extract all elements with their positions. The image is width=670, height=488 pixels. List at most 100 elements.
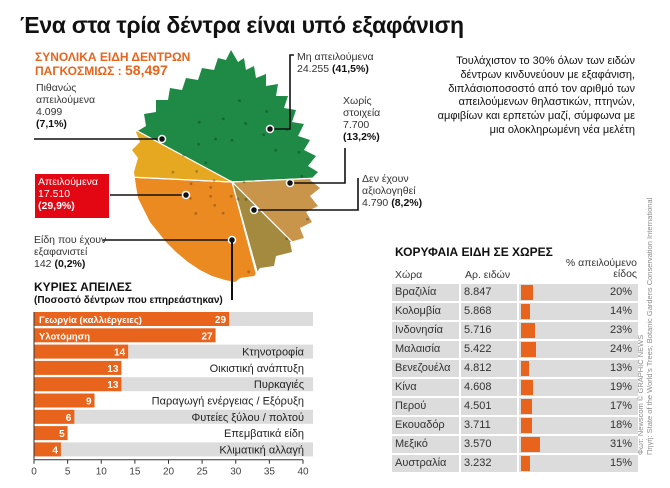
bar-value-label: 4	[52, 445, 58, 456]
leaf-spot	[280, 262, 284, 266]
table-row: Μεξικό 3.570 31%	[392, 436, 638, 453]
leaf-spot	[310, 244, 314, 247]
threat-bar	[34, 328, 216, 343]
country-name: Ινδονησία	[392, 322, 459, 339]
country-name: Περού	[392, 398, 459, 415]
leader-no-data	[290, 148, 346, 184]
species-count: 3.570	[461, 436, 517, 453]
leaf-spot	[236, 197, 240, 201]
intro-text: Τουλάχιστον το 30% όλων των ειδών δέντρω…	[437, 55, 635, 136]
leaf-spot	[197, 142, 200, 146]
species-count: 5.422	[461, 341, 517, 358]
label-not-evaluated: Δεν έχουν αξιολογηθεί 4.790 (8,2%)	[362, 173, 422, 209]
threatened-pct-value: 13%	[609, 362, 632, 374]
threatened-pct-value: 17%	[609, 400, 632, 412]
bar-track	[34, 409, 313, 424]
threatened-pct-cell: 23%	[519, 322, 638, 339]
bar-category-label: Πυρκαγιές	[254, 379, 304, 391]
threat-bar	[34, 442, 61, 457]
x-tick-label: 25	[197, 467, 209, 475]
leaf-spot	[305, 217, 309, 221]
leaf-spot	[332, 216, 335, 219]
species-count: 4.501	[461, 398, 517, 415]
leaf-spot	[204, 161, 208, 165]
bar-value-label: 9	[86, 397, 92, 408]
label-pct: (41,5%)	[332, 63, 369, 75]
leaf-spot	[158, 255, 162, 259]
x-tick-label: 40	[297, 467, 309, 475]
threatened-pct-value: 19%	[609, 381, 632, 393]
pie-slice	[132, 50, 320, 183]
table-row: Κίνα 4.608 19%	[392, 379, 638, 396]
label-not-threatened: Μη απειλούμενα 24.255 (41,5%)	[297, 51, 374, 75]
threats-title: ΚΥΡΙΕΣ ΑΠΕΙΛΕΣ	[34, 280, 132, 294]
label-no-data: Χωρίς στοιχεία 7.700 (13,2%)	[343, 95, 380, 143]
bar-category-label: Κλιματική αλλαγή	[219, 444, 304, 456]
bar-category-label: Φυτείες ξύλου / πολτού	[192, 412, 305, 424]
label-count: 4.790	[362, 197, 389, 209]
total-species-label: ΣΥΝΟΛΙΚΑ ΕΙΔΗ ΔΕΝΤΡΩΝ ΠΑΓΚΟΣΜΙΩΣ : 58,49…	[35, 51, 190, 78]
countries-table: Βραζιλία 8.847 20% Κολομβία 5.868 14% Ινδονησί…	[392, 284, 638, 474]
label-pct: (13,2%)	[343, 131, 380, 143]
threatened-pct-cell: 24%	[519, 341, 638, 358]
country-name: Μαλαισία	[392, 341, 459, 358]
label-name: Πιθανώς	[36, 82, 77, 94]
threatened-pct-value: 23%	[609, 324, 632, 336]
column-header-species: Αρ. ειδών	[465, 269, 511, 281]
credits-photo: Φωτ: Newscom © GRAPHIC NEWS	[636, 334, 645, 455]
country-name: Βραζιλία	[392, 284, 459, 301]
threat-bar	[34, 393, 95, 408]
country-name: Κίνα	[392, 379, 459, 396]
country-name: Κολομβία	[392, 303, 459, 320]
bar-category-label: Γεωργία (καλλιέργειες)	[39, 315, 142, 326]
bar-category-label: Κτηνοτροφία	[242, 347, 305, 359]
leaf-spot	[238, 99, 241, 103]
threats-bar-chart: 29 Γεωργία (καλλιέργειες) 27 Υλοτόμηση 14 Κτη…	[31, 312, 313, 475]
threatened-pct-bar	[521, 399, 532, 414]
bar-category-label: Παραγωγή ενέργειας / Εξόρυξη	[152, 396, 304, 408]
bar-category-label: Οικιστική ανάπτυξη	[210, 363, 304, 375]
species-count: 5.716	[461, 322, 517, 339]
threatened-pct-bar	[521, 323, 536, 338]
threatened-pct-bar	[521, 456, 531, 471]
label-name: Μη απειλούμενα	[297, 51, 374, 63]
threatened-pct-bar	[521, 380, 533, 395]
table-row: Βραζιλία 8.847 20%	[392, 284, 638, 301]
x-tick-label: 10	[96, 467, 108, 475]
threatened-pct-value: 18%	[609, 419, 632, 431]
column-header-threatened-pct: % απειλούμενο είδος	[525, 258, 637, 280]
threat-bar	[34, 312, 230, 326]
threatened-pct-bar	[521, 361, 530, 376]
threatened-pct-cell: 17%	[519, 398, 638, 415]
threat-bar	[34, 360, 122, 375]
threat-bar	[34, 409, 75, 424]
country-name: Εκουαδόρ	[392, 417, 459, 434]
leaf-spot	[312, 131, 316, 134]
leaf-spot	[321, 161, 324, 164]
threatened-pct-value: 15%	[609, 457, 632, 469]
label-threatened: Απειλούμενα 17.510 (29,9%)	[35, 174, 109, 218]
page-title: Ένα στα τρία δέντρα είναι υπό εξαφάνιση	[20, 12, 464, 38]
leaf-spot	[209, 194, 213, 198]
leaf-spot	[209, 186, 213, 189]
label-pct: (0,2%)	[54, 258, 86, 270]
leaf-spot	[221, 117, 225, 121]
table-row: Ινδονησία 5.716 23%	[392, 322, 638, 339]
bar-value-label: 29	[215, 315, 227, 326]
table-row: Μαλαισία 5.422 24%	[392, 341, 638, 358]
leaf-spot	[297, 150, 301, 154]
table-row: Βενεζουέλα 4.812 13%	[392, 360, 638, 377]
total-label-line1: ΣΥΝΟΛΙΚΑ ΕΙΔΗ ΔΕΝΤΡΩΝ	[35, 50, 191, 64]
marker-not-evaluated	[249, 205, 259, 215]
label-name-2: αξιολογηθεί	[362, 185, 416, 197]
label-count: 7.700	[343, 119, 370, 131]
species-count: 3.711	[461, 417, 517, 434]
marker-possibly	[157, 134, 167, 144]
bar-value-label: 5	[59, 429, 65, 440]
x-tick-label: 35	[264, 467, 276, 475]
total-value: 58,497	[125, 62, 168, 78]
bar-value-label: 13	[107, 364, 119, 375]
leaf-spot	[221, 211, 225, 215]
bar-category-label: Υλοτόμηση	[39, 331, 90, 342]
